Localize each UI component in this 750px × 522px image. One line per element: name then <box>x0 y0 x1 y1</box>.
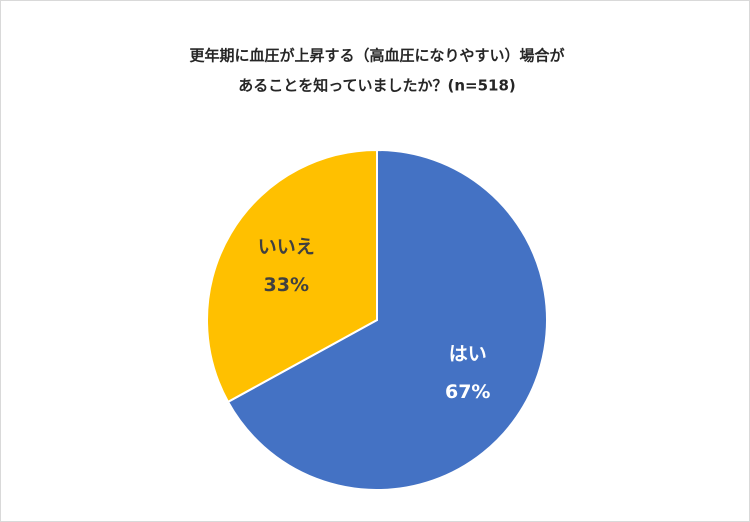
slice-label: いいえ <box>258 236 315 258</box>
slice-label: はい <box>449 343 487 365</box>
pie-slice <box>226 148 548 491</box>
value-label: 67% <box>445 381 490 403</box>
pie-slice <box>206 148 378 404</box>
value-label: 33% <box>264 274 309 296</box>
chart-title: 更年期に血圧が上昇する（高血圧になりやすい）場合が <box>189 47 565 65</box>
chart-title: あることを知っていましたか？(n=518) <box>238 77 516 95</box>
